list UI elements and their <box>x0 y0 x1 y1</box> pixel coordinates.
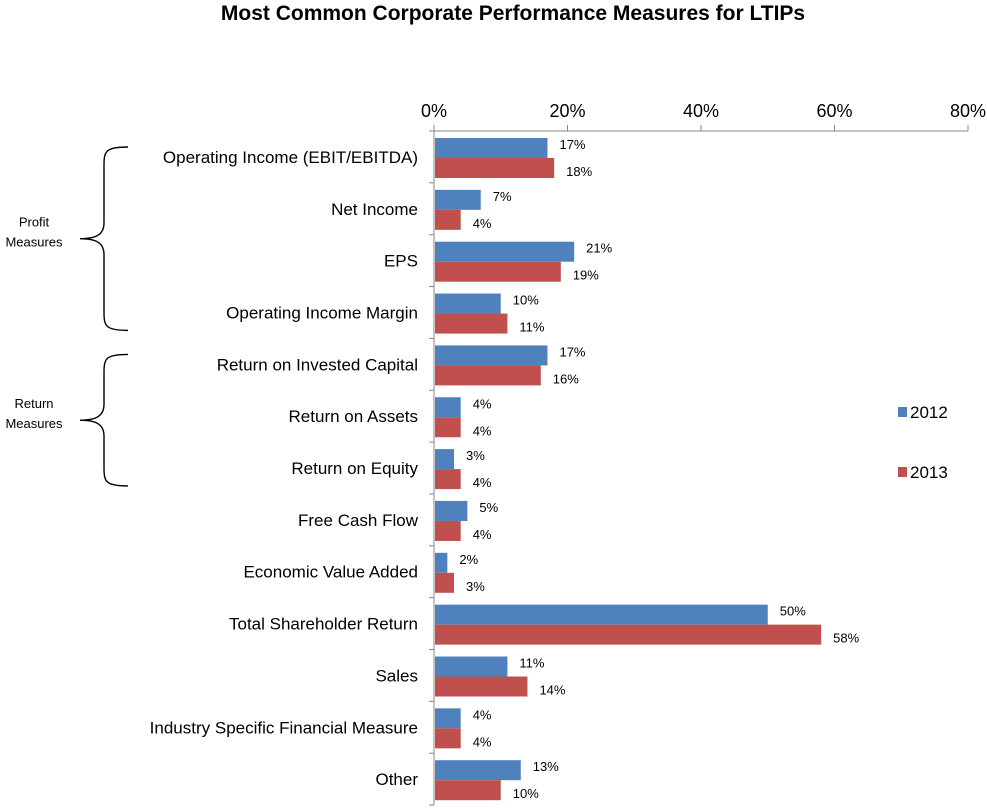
data-label: 5% <box>479 500 498 515</box>
bar-2012 <box>435 241 575 262</box>
data-label: 7% <box>493 189 512 204</box>
data-label: 4% <box>473 396 492 411</box>
x-axis: 0% 20% 40% 60% 80% <box>421 101 986 806</box>
bar-2012 <box>435 604 768 625</box>
data-label: 58% <box>833 631 859 646</box>
legend-swatch-2012 <box>898 407 907 417</box>
chart-title: Most Common Corporate Performance Measur… <box>221 2 805 25</box>
category-label: Net Income <box>331 200 418 219</box>
bar-2013 <box>435 676 528 697</box>
data-label: 17% <box>559 344 585 359</box>
bar-2012 <box>435 293 501 314</box>
category-label: Total Shareholder Return <box>229 615 418 634</box>
bar-2013 <box>435 520 461 541</box>
bar-2013 <box>435 158 555 178</box>
bar-2013 <box>435 469 461 490</box>
data-label: 11% <box>519 320 544 335</box>
x-tick-label: 20% <box>549 101 585 121</box>
group-brackets: Profit Measures Return Measures <box>5 146 129 487</box>
bar-2012 <box>435 708 461 729</box>
bar-2012 <box>435 500 468 521</box>
category-label: Free Cash Flow <box>298 511 419 530</box>
bars: 17%18%7%4%21%19%10%11%17%16%4%4%3%4%5%4%… <box>435 137 860 801</box>
group-label: Measures <box>5 235 63 250</box>
group-brace <box>79 146 129 332</box>
legend-swatch-2013 <box>898 467 907 477</box>
data-label: 13% <box>533 759 559 774</box>
bar-2012 <box>435 656 508 677</box>
data-label: 3% <box>466 448 485 463</box>
category-label: Return on Assets <box>289 407 418 426</box>
group-label: Measures <box>5 416 63 431</box>
bar-2012 <box>435 760 521 781</box>
bar-2012 <box>435 397 461 418</box>
data-label: 3% <box>466 579 485 594</box>
bar-2013 <box>435 624 822 645</box>
category-label: Other <box>375 770 418 789</box>
group-label: Profit <box>19 215 50 230</box>
bar-2012 <box>435 449 455 470</box>
bar-2013 <box>435 209 461 230</box>
bar-2012 <box>435 345 548 366</box>
data-label: 10% <box>513 293 539 308</box>
bar-2012 <box>435 552 448 573</box>
data-label: 4% <box>473 734 492 749</box>
bar-2013 <box>435 313 508 334</box>
data-label: 4% <box>473 527 492 542</box>
bar-2013 <box>435 780 501 801</box>
data-label: 21% <box>586 241 612 256</box>
data-label: 4% <box>473 423 492 438</box>
data-label: 2% <box>459 552 478 567</box>
bar-2013 <box>435 572 455 593</box>
category-label: Economic Value Added <box>243 563 418 582</box>
bar-2012 <box>435 138 548 158</box>
legend-label: 2012 <box>910 403 948 422</box>
data-label: 4% <box>473 216 492 231</box>
bar-2012 <box>435 189 481 210</box>
data-label: 10% <box>513 786 539 801</box>
data-label: 17% <box>559 137 585 152</box>
category-label: Return on Invested Capital <box>217 355 418 374</box>
data-label: 14% <box>539 683 565 698</box>
category-label: Sales <box>375 666 418 685</box>
data-label: 19% <box>573 268 599 283</box>
category-label: Return on Equity <box>291 459 418 478</box>
bar-2013 <box>435 728 461 749</box>
bar-2013 <box>435 365 541 386</box>
data-label: 4% <box>473 475 492 490</box>
category-label: Operating Income Margin <box>226 303 418 322</box>
data-label: 50% <box>780 604 806 619</box>
group-brace <box>79 353 129 487</box>
data-label: 18% <box>566 164 592 179</box>
category-labels: Operating Income (EBIT/EBITDA) Net Income… <box>150 148 419 789</box>
data-label: 11% <box>519 656 544 671</box>
bar-2013 <box>435 261 561 282</box>
category-label: EPS <box>384 252 418 271</box>
legend: 2012 2013 <box>898 403 948 482</box>
category-label: Operating Income (EBIT/EBITDA) <box>163 148 418 167</box>
group-label: Return <box>14 396 53 411</box>
x-tick-label: 60% <box>816 101 852 121</box>
data-label: 16% <box>553 371 579 386</box>
category-label: Industry Specific Financial Measure <box>150 718 418 737</box>
x-tick-label: 80% <box>950 101 986 121</box>
legend-label: 2013 <box>910 463 948 482</box>
bar-2013 <box>435 417 461 438</box>
data-label: 4% <box>473 707 492 722</box>
x-tick-label: 40% <box>683 101 719 121</box>
x-tick-label: 0% <box>421 101 447 121</box>
